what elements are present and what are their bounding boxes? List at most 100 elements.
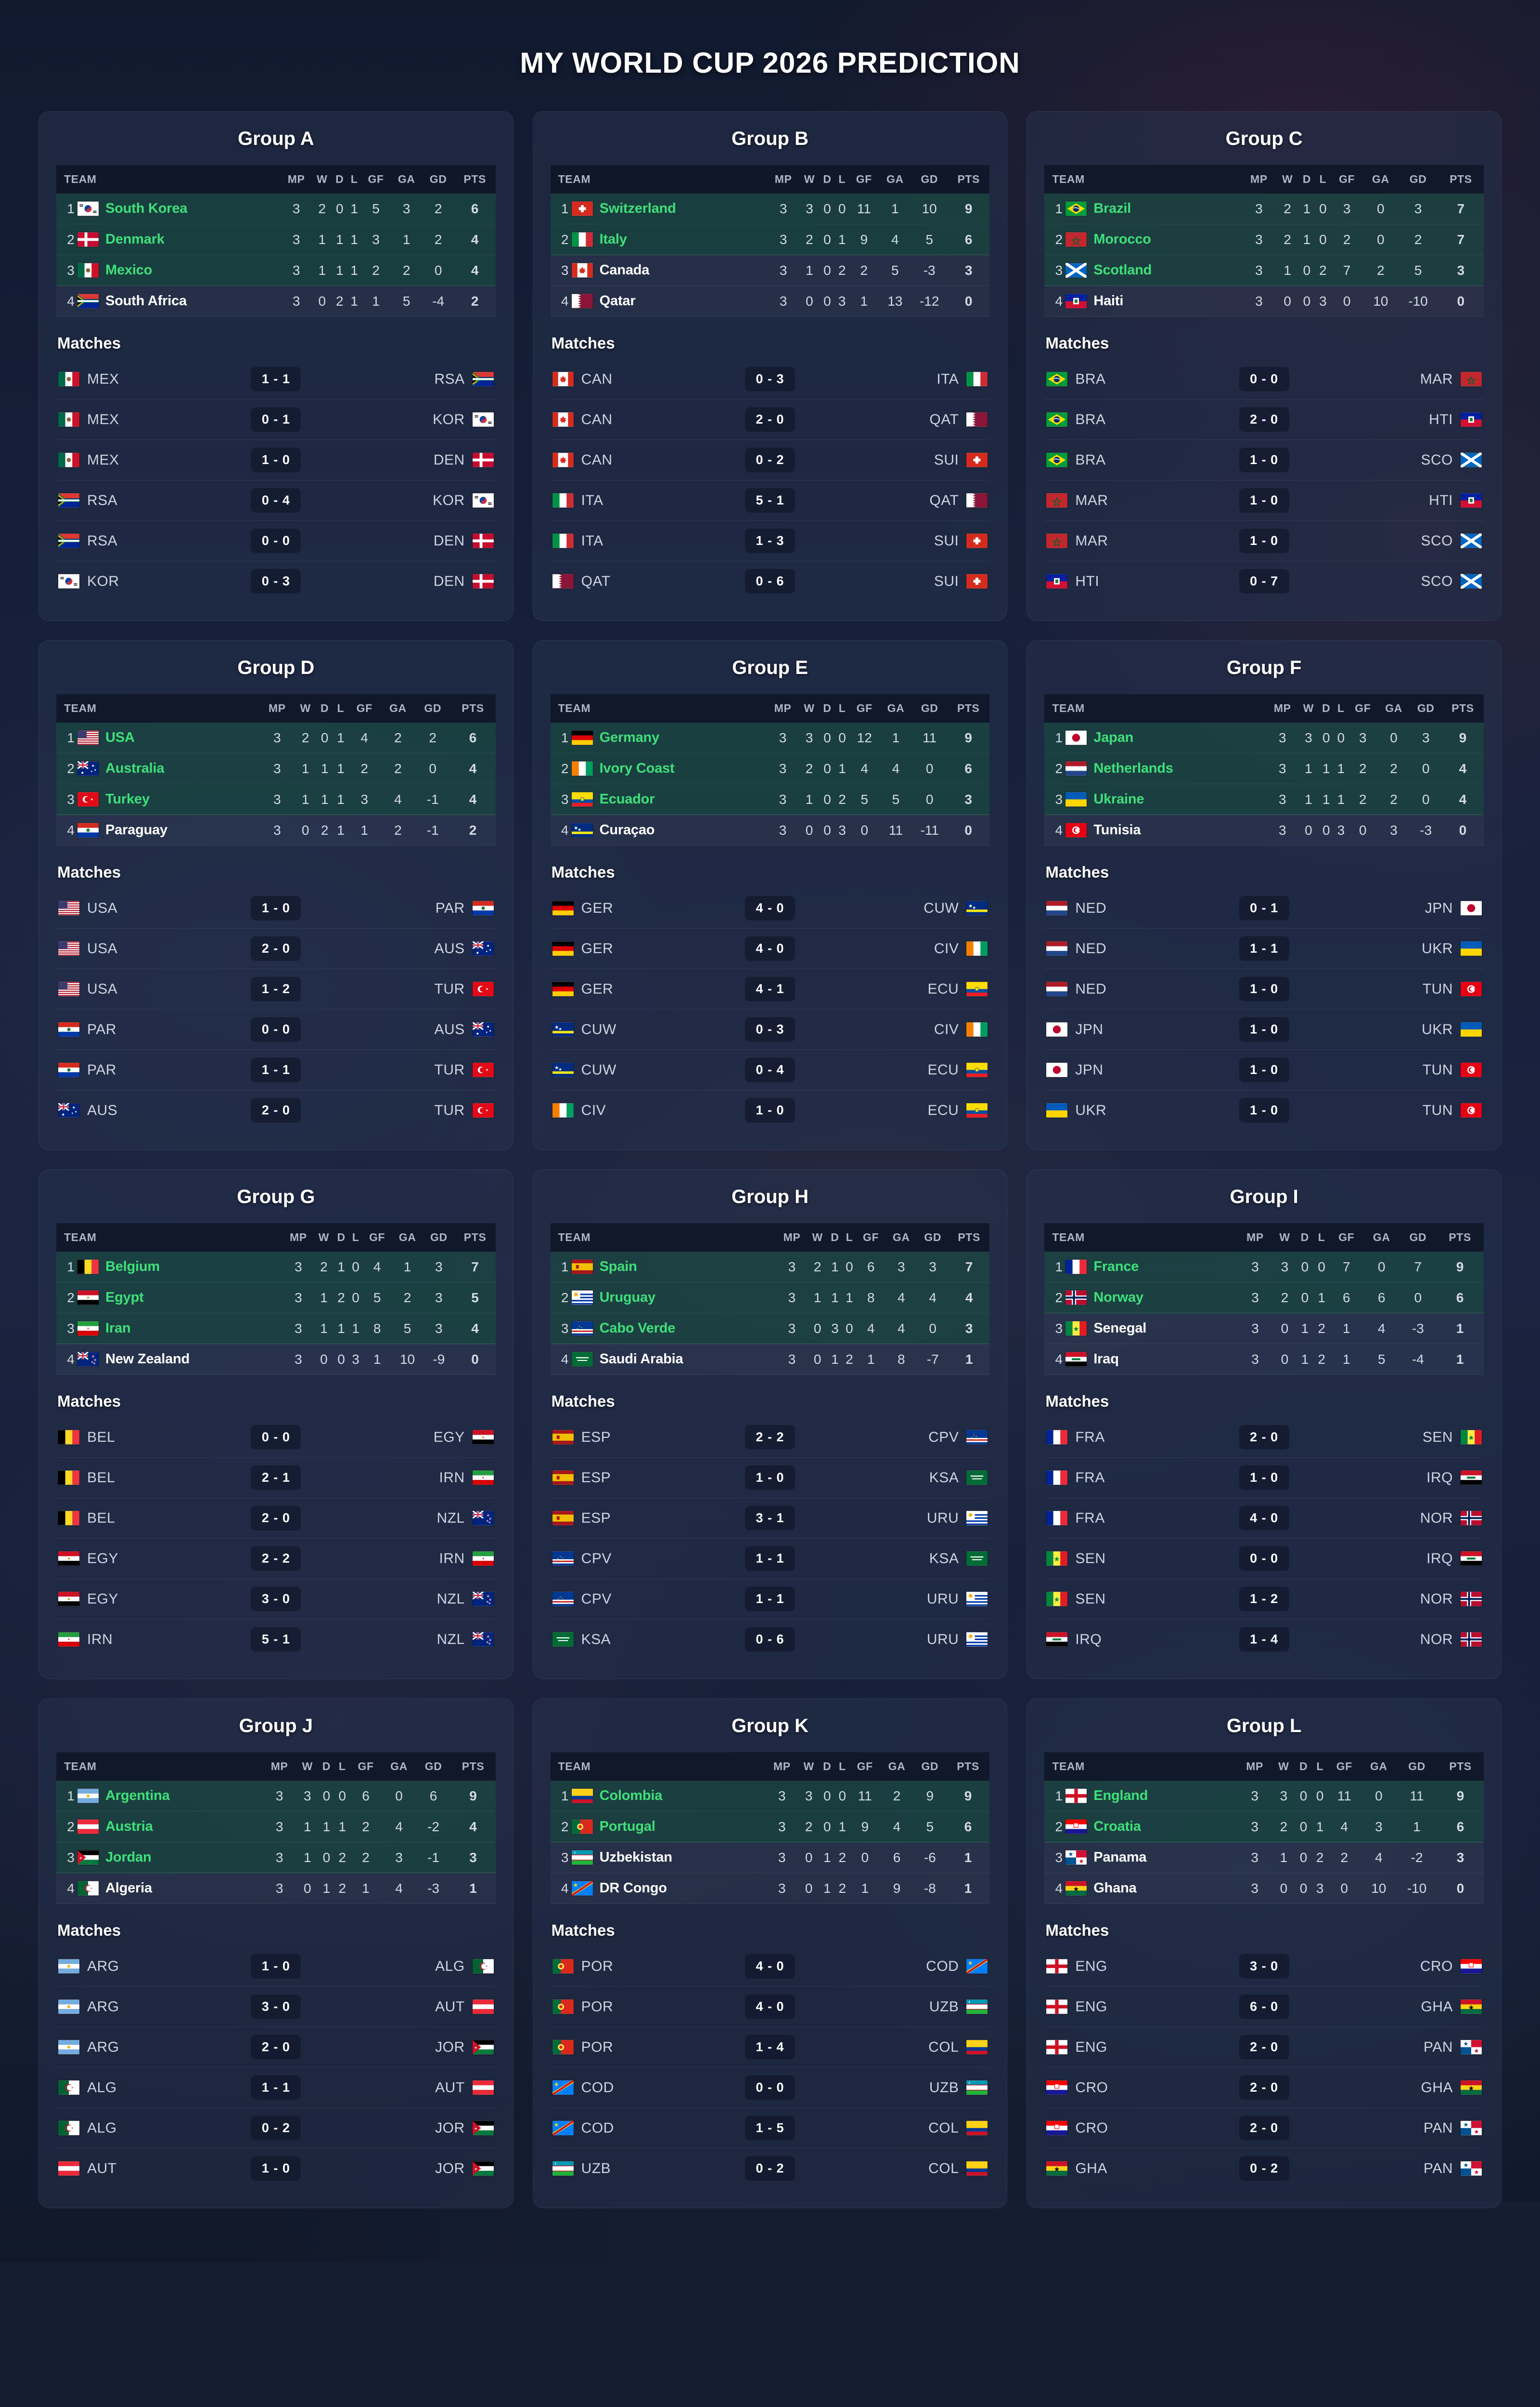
standings-row[interactable]: 2 Portugal 3 2 0 1 9 4 5 6	[551, 1812, 990, 1842]
standings-row[interactable]: 1 Belgium 3 2 1 0 4 1 3 7	[56, 1252, 496, 1282]
standings-row[interactable]: 1 Argentina 3 3 0 0 6 0 6 9	[56, 1781, 496, 1812]
match-row[interactable]: SEN 0 - 0 IRQ	[1044, 1539, 1484, 1579]
match-row[interactable]: ARG 2 - 0 JOR	[56, 2027, 496, 2068]
match-row[interactable]: ENG 6 - 0 GHA	[1044, 1987, 1484, 2027]
standings-row[interactable]: 1 Germany 3 3 0 0 12 1 11 9	[551, 723, 990, 753]
match-row[interactable]: IRN 5 - 1 NZL	[56, 1619, 496, 1659]
standings-row[interactable]: 1 Spain 3 2 1 0 6 3 3 7	[551, 1252, 990, 1282]
match-row[interactable]: ARG 3 - 0 AUT	[56, 1987, 496, 2027]
match-row[interactable]: MAR 1 - 0 HTI	[1044, 480, 1484, 521]
standings-row[interactable]: 1 South Korea 3 2 0 1 5 3 2 6	[56, 194, 496, 224]
standings-row[interactable]: 3 Canada 3 1 0 2 2 5 -3 3	[551, 255, 990, 286]
match-row[interactable]: ALG 1 - 1 AUT	[56, 2068, 496, 2108]
match-row[interactable]: KSA 0 - 6 URU	[551, 1619, 990, 1659]
standings-row[interactable]: 4 South Africa 3 0 2 1 1 5 -4 2	[56, 286, 496, 317]
match-row[interactable]: ESP 2 - 2 CPV	[551, 1417, 990, 1458]
match-row[interactable]: GER 4 - 1 ECU	[551, 969, 990, 1009]
standings-row[interactable]: 1 France 3 3 0 0 7 0 7 9	[1044, 1252, 1484, 1282]
standings-row[interactable]: 4 Algeria 3 0 1 2 1 4 -3 1	[56, 1873, 496, 1904]
site-url-link[interactable]: https://www.2026worldcupsim.com	[0, 2237, 1540, 2308]
standings-row[interactable]: 3 Ukraine 3 1 1 1 2 2 0 4	[1044, 784, 1484, 815]
match-row[interactable]: CPV 1 - 1 KSA	[551, 1539, 990, 1579]
match-row[interactable]: USA 1 - 0 PAR	[56, 888, 496, 929]
match-row[interactable]: CUW 0 - 4 ECU	[551, 1050, 990, 1090]
match-row[interactable]: ARG 1 - 0 ALG	[56, 1946, 496, 1987]
match-row[interactable]: ESP 1 - 0 KSA	[551, 1458, 990, 1498]
match-row[interactable]: ESP 3 - 1 URU	[551, 1498, 990, 1539]
match-row[interactable]: USA 2 - 0 AUS	[56, 929, 496, 969]
standings-row[interactable]: 3 Turkey 3 1 1 1 3 4 -1 4	[56, 784, 496, 815]
match-row[interactable]: COD 0 - 0 UZB	[551, 2068, 990, 2108]
match-row[interactable]: NED 1 - 1 UKR	[1044, 929, 1484, 969]
standings-row[interactable]: 1 USA 3 2 0 1 4 2 2 6	[56, 723, 496, 753]
standings-row[interactable]: 4 New Zealand 3 0 0 3 1 10 -9 0	[56, 1344, 496, 1375]
match-row[interactable]: BEL 0 - 0 EGY	[56, 1417, 496, 1458]
match-row[interactable]: AUS 2 - 0 TUR	[56, 1090, 496, 1130]
standings-row[interactable]: 4 Qatar 3 0 0 3 1 13 -12 0	[551, 286, 990, 317]
match-row[interactable]: PAR 0 - 0 AUS	[56, 1009, 496, 1050]
match-row[interactable]: BEL 2 - 1 IRN	[56, 1458, 496, 1498]
match-row[interactable]: CRO 2 - 0 GHA	[1044, 2068, 1484, 2108]
match-row[interactable]: GER 4 - 0 CIV	[551, 929, 990, 969]
match-row[interactable]: BRA 2 - 0 HTI	[1044, 400, 1484, 440]
standings-row[interactable]: 3 Iran 3 1 1 1 8 5 3 4	[56, 1313, 496, 1344]
standings-row[interactable]: 4 Paraguay 3 0 2 1 1 2 -1 2	[56, 815, 496, 846]
standings-row[interactable]: 4 Haiti 3 0 0 3 0 10 -10 0	[1044, 286, 1484, 317]
match-row[interactable]: UZB 0 - 2 COL	[551, 2148, 990, 2188]
match-row[interactable]: EGY 3 - 0 NZL	[56, 1579, 496, 1619]
match-row[interactable]: CAN 2 - 0 QAT	[551, 400, 990, 440]
standings-row[interactable]: 2 Netherlands 3 1 1 1 2 2 0 4	[1044, 753, 1484, 784]
match-row[interactable]: ITA 5 - 1 QAT	[551, 480, 990, 521]
match-row[interactable]: NED 1 - 0 TUN	[1044, 969, 1484, 1009]
match-row[interactable]: BEL 2 - 0 NZL	[56, 1498, 496, 1539]
match-row[interactable]: CIV 1 - 0 ECU	[551, 1090, 990, 1130]
standings-row[interactable]: 2 Egypt 3 1 2 0 5 2 3 5	[56, 1282, 496, 1313]
match-row[interactable]: EGY 2 - 2 IRN	[56, 1539, 496, 1579]
standings-row[interactable]: 4 Tunisia 3 0 0 3 0 3 -3 0	[1044, 815, 1484, 846]
match-row[interactable]: PAR 1 - 1 TUR	[56, 1050, 496, 1090]
standings-row[interactable]: 1 Japan 3 3 0 0 3 0 3 9	[1044, 723, 1484, 753]
standings-row[interactable]: 1 Colombia 3 3 0 0 11 2 9 9	[551, 1781, 990, 1812]
match-row[interactable]: BRA 1 - 0 SCO	[1044, 440, 1484, 480]
standings-row[interactable]: 4 Iraq 3 0 1 2 1 5 -4 1	[1044, 1344, 1484, 1375]
standings-row[interactable]: 3 Panama 3 1 0 2 2 4 -2 3	[1044, 1842, 1484, 1873]
match-row[interactable]: JPN 1 - 0 UKR	[1044, 1009, 1484, 1050]
standings-row[interactable]: 1 Switzerland 3 3 0 0 11 1 10 9	[551, 194, 990, 224]
match-row[interactable]: JPN 1 - 0 TUN	[1044, 1050, 1484, 1090]
match-row[interactable]: NED 0 - 1 JPN	[1044, 888, 1484, 929]
standings-row[interactable]: 2 Denmark 3 1 1 1 3 1 2 4	[56, 224, 496, 255]
standings-row[interactable]: 2 Morocco 3 2 1 0 2 0 2 7	[1044, 224, 1484, 255]
match-row[interactable]: RSA 0 - 0 DEN	[56, 521, 496, 561]
standings-row[interactable]: 2 Ivory Coast 3 2 0 1 4 4 0 6	[551, 753, 990, 784]
match-row[interactable]: CRO 2 - 0 PAN	[1044, 2108, 1484, 2148]
standings-row[interactable]: 4 Curaçao 3 0 0 3 0 11 -11 0	[551, 815, 990, 846]
match-row[interactable]: POR 1 - 4 COL	[551, 2027, 990, 2068]
standings-row[interactable]: 1 England 3 3 0 0 11 0 11 9	[1044, 1781, 1484, 1812]
match-row[interactable]: SEN 1 - 2 NOR	[1044, 1579, 1484, 1619]
match-row[interactable]: CPV 1 - 1 URU	[551, 1579, 990, 1619]
standings-row[interactable]: 3 Jordan 3 1 0 2 2 3 -1 3	[56, 1842, 496, 1873]
match-row[interactable]: GER 4 - 0 CUW	[551, 888, 990, 929]
match-row[interactable]: CAN 0 - 3 ITA	[551, 359, 990, 400]
standings-row[interactable]: 3 Cabo Verde 3 0 3 0 4 4 0 3	[551, 1313, 990, 1344]
standings-row[interactable]: 2 Norway 3 2 0 1 6 6 0 6	[1044, 1282, 1484, 1313]
match-row[interactable]: HTI 0 - 7 SCO	[1044, 561, 1484, 601]
standings-row[interactable]: 2 Croatia 3 2 0 1 4 3 1 6	[1044, 1812, 1484, 1842]
match-row[interactable]: UKR 1 - 0 TUN	[1044, 1090, 1484, 1130]
match-row[interactable]: ENG 2 - 0 PAN	[1044, 2027, 1484, 2068]
standings-row[interactable]: 3 Scotland 3 1 0 2 7 2 5 3	[1044, 255, 1484, 286]
match-row[interactable]: USA 1 - 2 TUR	[56, 969, 496, 1009]
match-row[interactable]: FRA 1 - 0 IRQ	[1044, 1458, 1484, 1498]
match-row[interactable]: BRA 0 - 0 MAR	[1044, 359, 1484, 400]
match-row[interactable]: RSA 0 - 4 KOR	[56, 480, 496, 521]
match-row[interactable]: ITA 1 - 3 SUI	[551, 521, 990, 561]
match-row[interactable]: CUW 0 - 3 CIV	[551, 1009, 990, 1050]
match-row[interactable]: KOR 0 - 3 DEN	[56, 561, 496, 601]
match-row[interactable]: FRA 2 - 0 SEN	[1044, 1417, 1484, 1458]
standings-row[interactable]: 3 Uzbekistan 3 0 1 2 0 6 -6 1	[551, 1842, 990, 1873]
match-row[interactable]: FRA 4 - 0 NOR	[1044, 1498, 1484, 1539]
match-row[interactable]: QAT 0 - 6 SUI	[551, 561, 990, 601]
match-row[interactable]: ALG 0 - 2 JOR	[56, 2108, 496, 2148]
match-row[interactable]: MEX 0 - 1 KOR	[56, 400, 496, 440]
standings-row[interactable]: 4 DR Congo 3 0 1 2 1 9 -8 1	[551, 1873, 990, 1904]
